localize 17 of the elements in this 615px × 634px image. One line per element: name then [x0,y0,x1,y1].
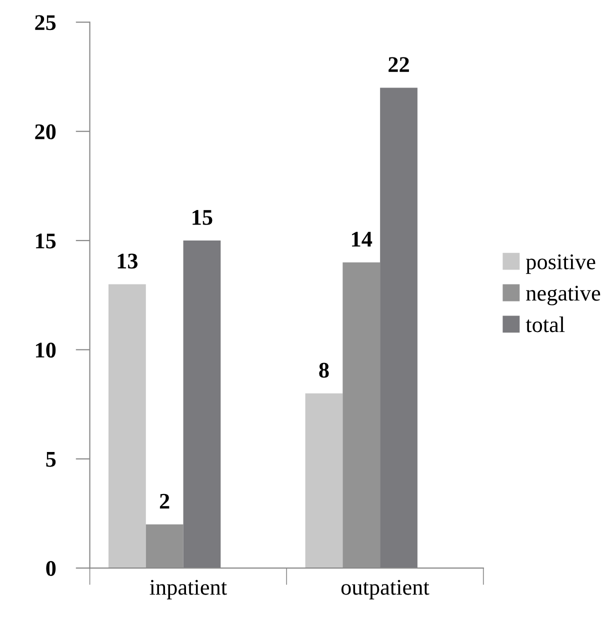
y-tick-label: 25 [35,15,56,30]
y-tick-label: 15 [36,234,56,248]
legend-label: total [526,316,565,332]
data-label: 8 [319,362,329,378]
y-tick-label: 20 [35,124,56,140]
data-label: 13 [118,254,138,269]
y-tick-label: 5 [46,452,56,467]
legend-label: positive [526,254,596,274]
data-label: 2 [160,494,170,509]
data-label: 15 [192,210,212,225]
data-label: 22 [388,57,409,72]
y-tick-label: 0 [46,560,56,576]
y-tick-label: 10 [36,342,56,358]
legend-label: negative [526,286,600,306]
data-label: 14 [352,232,372,247]
x-tick-label: inpatient [150,580,227,600]
x-tick-label: outpatient [341,580,430,600]
